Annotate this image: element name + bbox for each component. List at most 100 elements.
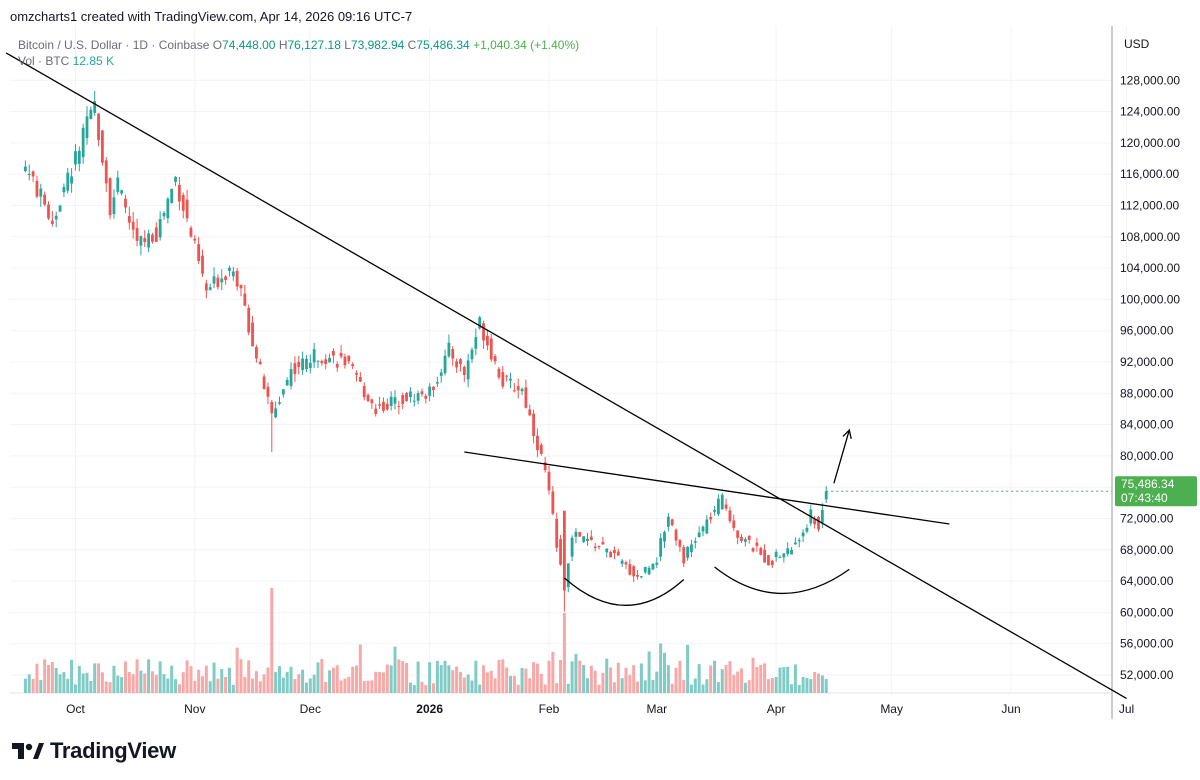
volume-bar — [355, 665, 358, 693]
candle-body — [401, 394, 405, 404]
symbol-legend[interactable]: Bitcoin / U.S. Dollar · 1D · Coinbase O7… — [18, 38, 579, 52]
volume-bar — [747, 680, 751, 693]
y-tick-label: 80,000.00 — [1120, 449, 1174, 463]
candle-body — [343, 356, 347, 366]
volume-bar — [339, 680, 343, 693]
candle-body — [347, 355, 351, 362]
volume-bar — [663, 652, 666, 693]
candle-body — [674, 529, 678, 541]
volume-bar — [47, 664, 50, 693]
candle-body — [593, 546, 597, 548]
volume-bar — [100, 672, 104, 693]
currency-label: USD — [1124, 37, 1150, 51]
candle-body — [166, 198, 170, 219]
volume-bar — [489, 670, 493, 693]
candle-body — [262, 376, 266, 389]
volume-bar — [647, 651, 651, 693]
volume-bar — [270, 588, 274, 693]
candle-body — [720, 494, 724, 510]
candle-body — [189, 227, 193, 237]
volume-bar — [763, 663, 767, 693]
candle-body — [412, 400, 416, 402]
candle-body — [547, 471, 551, 491]
candle-body — [478, 317, 482, 329]
volume-legend[interactable]: Vol · BTC 12.85 K — [18, 54, 114, 68]
candle-body — [293, 363, 297, 375]
volume-bar — [85, 672, 89, 693]
price-chart[interactable]: 128,000.00 124,000.00 120,000.00 116,000.00… — [0, 0, 1200, 724]
candle-body — [147, 233, 150, 248]
candle-body — [678, 540, 682, 547]
volume-bar — [258, 681, 262, 693]
volume-bar — [532, 662, 536, 693]
candle-body — [74, 151, 77, 165]
candle-body — [813, 518, 817, 525]
volume-bar — [243, 676, 247, 693]
candle-body — [416, 393, 420, 401]
candle-body — [462, 366, 466, 376]
volume-bar — [555, 683, 559, 693]
volume-bar — [797, 684, 801, 693]
y-tick-label: 104,000.00 — [1120, 261, 1180, 275]
tradingview-logo[interactable]: TradingView — [12, 738, 176, 764]
volume-bar — [301, 669, 305, 693]
candle-body — [85, 116, 89, 139]
candle-body — [31, 171, 35, 177]
candle-body — [112, 197, 116, 215]
candle-body — [316, 360, 320, 362]
low-value: 73,982.94 — [350, 38, 405, 52]
candle-body — [297, 361, 301, 368]
volume-bar — [116, 675, 120, 693]
candle-body — [116, 177, 120, 192]
volume-bar — [324, 681, 328, 693]
volume-bar — [170, 665, 174, 693]
volume-bar — [135, 659, 139, 693]
volume-bar — [482, 665, 486, 693]
volume-bar — [35, 663, 39, 693]
volume-bar — [755, 666, 759, 693]
candle-body — [432, 386, 435, 391]
volume-bar — [759, 665, 763, 693]
candle-body — [693, 541, 697, 543]
candle-body — [489, 338, 493, 360]
volume-bar — [343, 678, 347, 693]
volume-bar — [408, 682, 412, 693]
volume-bar — [312, 674, 316, 693]
candle-body — [258, 361, 262, 365]
volume-bar — [740, 668, 743, 693]
volume-bar — [743, 682, 747, 693]
candle-body — [409, 391, 412, 398]
candle-body — [393, 397, 397, 404]
volume-bar — [728, 661, 732, 693]
volume-bar — [97, 663, 101, 693]
candle-body — [93, 101, 97, 113]
volume-bar — [439, 665, 443, 693]
volume-bar — [108, 682, 112, 693]
y-tick-label: 84,000.00 — [1120, 418, 1174, 432]
volume-bar — [720, 669, 724, 693]
volume-bar — [655, 671, 659, 693]
volume-bar — [632, 665, 636, 693]
volume-bar — [432, 683, 435, 693]
volume-bar — [239, 659, 243, 693]
y-tick-label: 116,000.00 — [1120, 167, 1179, 181]
close-value: 75,486.34 — [416, 38, 470, 52]
candle-body — [501, 372, 505, 387]
volume-bar — [709, 665, 713, 693]
candle-body — [497, 368, 501, 378]
volume-bar — [547, 660, 551, 693]
candle-body — [243, 293, 247, 306]
price-axis: 128,000.00 124,000.00 120,000.00 116,000.00… — [1120, 73, 1180, 682]
volume-bar — [624, 667, 628, 693]
candle-body — [713, 509, 716, 512]
volume-bar — [512, 675, 516, 693]
y-tick-label: 92,000.00 — [1120, 355, 1174, 369]
volume-bar — [216, 678, 220, 693]
x-tick-label: Dec — [300, 702, 321, 716]
candle-body — [70, 176, 73, 184]
volume-bar — [428, 662, 432, 693]
trendline — [464, 451, 950, 525]
candle-body — [597, 546, 601, 548]
volume-bar — [70, 659, 74, 693]
volume-bar — [197, 669, 201, 693]
